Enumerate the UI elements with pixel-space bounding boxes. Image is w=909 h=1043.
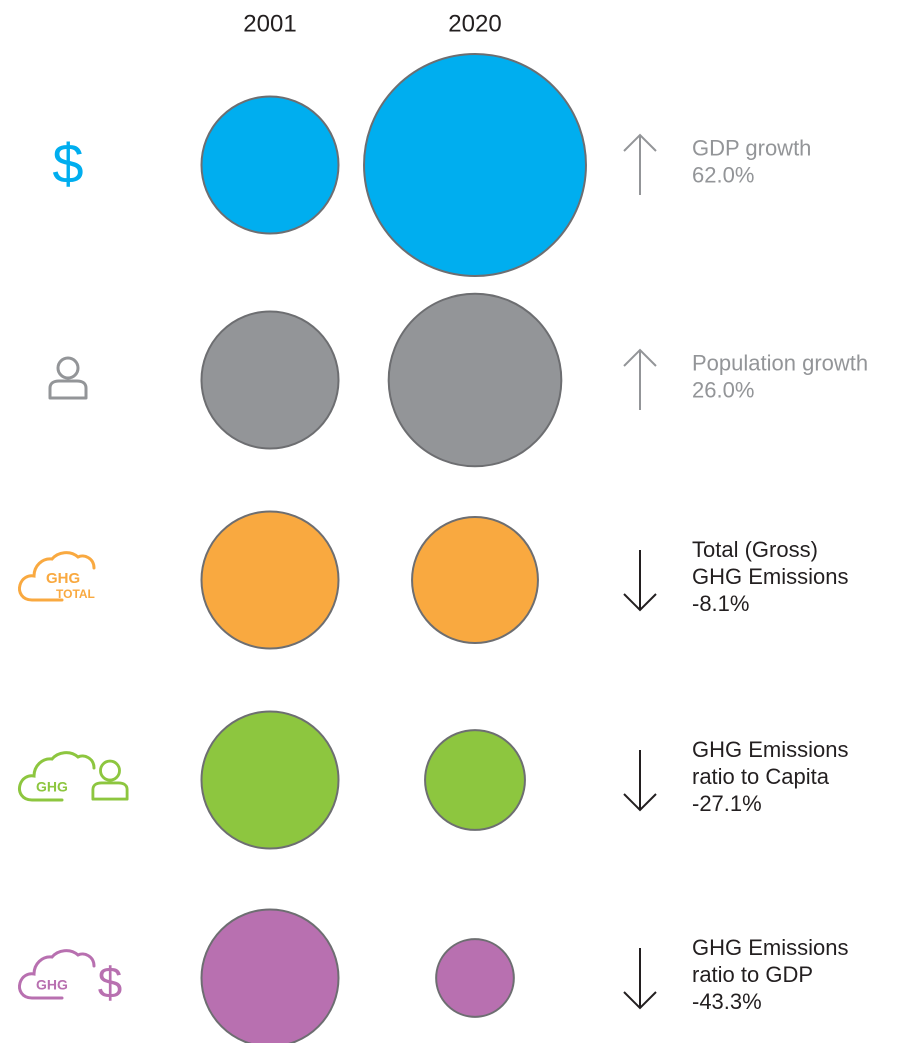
row-label: Total (Gross) — [692, 537, 818, 562]
bubble-2020 — [424, 729, 526, 831]
person-body — [91, 781, 129, 801]
bubble-2001 — [200, 95, 340, 235]
column-header: 2001 — [243, 10, 296, 37]
row-label: GDP growth — [692, 135, 811, 160]
row-label: GHG Emissions — [692, 935, 848, 960]
person-head — [99, 759, 121, 782]
bubble-2020 — [363, 53, 587, 277]
cloud-group: GHG — [18, 751, 129, 802]
icon-text: GHG — [46, 570, 80, 587]
row-icon — [48, 356, 88, 400]
trend-arrow-head — [623, 991, 657, 1010]
trend-arrow-head — [623, 133, 657, 152]
bubble-2001 — [200, 310, 340, 450]
person-icon — [48, 356, 88, 400]
bubble-2020 — [411, 516, 539, 644]
cloud-icon — [18, 751, 96, 802]
cloud-icon — [18, 949, 96, 1000]
bubble-2001 — [200, 710, 340, 850]
row-change: -8.1% — [692, 591, 749, 616]
trend-arrow-head — [623, 793, 657, 812]
trend-arrow-head — [623, 593, 657, 612]
person-icon — [91, 759, 129, 801]
row-icon: GHG — [18, 751, 129, 802]
row-change: 62.0% — [692, 162, 754, 187]
icon-text: GHG — [36, 977, 68, 993]
row-icon: $ — [52, 132, 83, 195]
row-label: GHG Emissions — [692, 564, 848, 589]
row-label: Population growth — [692, 350, 868, 375]
row-label: ratio to Capita — [692, 764, 830, 789]
column-header: 2020 — [448, 10, 501, 37]
cloud-icon — [18, 551, 96, 602]
cloud-group: GHG $ — [18, 949, 122, 1008]
icon-dollar: $ — [52, 132, 83, 195]
icon-text: GHG — [36, 779, 68, 795]
bubble-2001 — [200, 908, 340, 1043]
icon-dollar: $ — [98, 959, 122, 1008]
row-label: ratio to GDP — [692, 962, 813, 987]
person-head — [56, 356, 80, 380]
row-icon: GHG $ — [18, 949, 122, 1008]
bubble-2001 — [200, 510, 340, 650]
row-change: -43.3% — [692, 989, 762, 1014]
row-change: -27.1% — [692, 791, 762, 816]
bubble-2020 — [435, 938, 515, 1018]
row-label: GHG Emissions — [692, 737, 848, 762]
icon-text: TOTAL — [56, 587, 95, 601]
row-change: 26.0% — [692, 377, 754, 402]
person-body — [48, 379, 88, 400]
trend-arrow-head — [623, 348, 657, 367]
bubble-2020 — [387, 292, 563, 468]
